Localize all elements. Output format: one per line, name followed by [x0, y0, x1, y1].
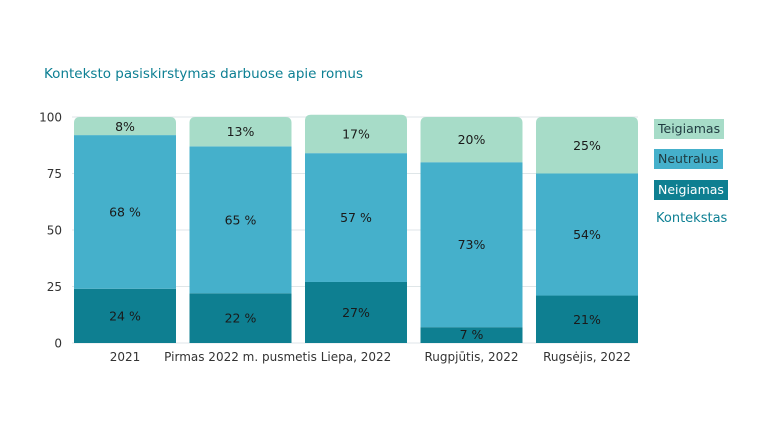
data-label: 21%	[573, 312, 601, 327]
bar-neigiamas-3	[420, 327, 523, 343]
x-tick-label: Rugpjūtis, 2022	[424, 350, 518, 364]
x-tick-label: Liepa, 2022	[321, 350, 392, 364]
x-tick-label: Rugsėjis, 2022	[543, 350, 631, 364]
data-label: 8%	[115, 119, 135, 134]
bar-neigiamas-1	[189, 293, 292, 343]
data-label: 7 %	[460, 327, 484, 342]
bar-teigiamas-3	[420, 117, 523, 163]
data-label: 68 %	[109, 204, 141, 219]
bar-neutralus-4	[536, 173, 638, 296]
bar-neutralus-3	[420, 162, 523, 328]
data-label: 27%	[342, 305, 370, 320]
data-labels: 24 % 68 % 8% 22 % 65 % 13% 27% 57 % 17% 7 % 73% 20%…	[109, 119, 601, 342]
data-label: 22 %	[225, 311, 257, 326]
y-tick-label: 100	[39, 111, 62, 125]
data-label: 24 %	[109, 308, 141, 323]
bar-neutralus-2	[305, 153, 407, 282]
bar-teigiamas-0	[74, 117, 176, 136]
axes: 0 25 50 75 100 2021 Pirmas 2022 m. pusmetis Lie…	[39, 111, 631, 365]
bar-teigiamas-1	[189, 117, 292, 147]
data-label: 25%	[573, 138, 601, 153]
bars	[74, 114, 638, 343]
x-tick-label: 2021	[110, 350, 141, 364]
y-tick-label: 25	[47, 280, 62, 294]
data-label: 20%	[458, 132, 486, 147]
bar-teigiamas-2	[305, 114, 407, 154]
legend-item-neigiamas: Neigiamas	[654, 180, 728, 200]
y-tick-label: 50	[47, 224, 62, 238]
bar-neigiamas-4	[536, 295, 638, 343]
x-tick-label: Pirmas 2022 m. pusmetis	[164, 350, 317, 364]
chart-title: Konteksto pasiskirstymas darbuose apie r…	[44, 66, 363, 82]
data-label: 73%	[458, 237, 486, 252]
bar-neigiamas-0	[74, 288, 176, 343]
data-label: 54%	[573, 227, 601, 242]
legend-item-teigiamas: Teigiamas	[654, 119, 725, 139]
bar-neigiamas-2	[305, 281, 407, 343]
y-tick-label: 75	[47, 167, 62, 181]
bar-neutralus-1	[189, 146, 292, 294]
data-label: 17%	[342, 126, 370, 141]
bar-neutralus-0	[74, 135, 176, 289]
legend-title: Kontekstas	[656, 211, 728, 226]
data-label: 65 %	[225, 212, 257, 227]
legend-item-neutralus: Neutralus	[654, 149, 723, 169]
y-tick-label: 0	[54, 337, 62, 351]
data-label: 57 %	[340, 210, 372, 225]
bar-teigiamas-4	[536, 117, 638, 174]
data-label: 13%	[227, 124, 255, 139]
